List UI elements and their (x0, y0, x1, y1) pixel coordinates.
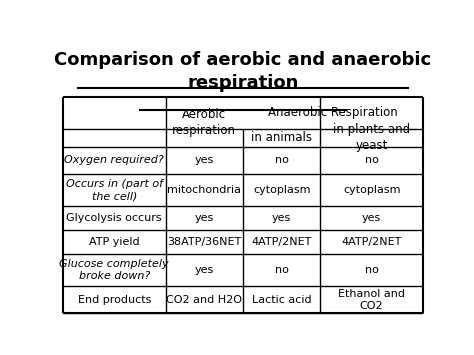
Text: yes: yes (272, 213, 291, 223)
Text: yes: yes (195, 265, 214, 275)
Text: Aerobic
respiration: Aerobic respiration (172, 108, 236, 137)
Text: yes: yes (195, 155, 214, 165)
Text: End products: End products (78, 295, 151, 305)
Text: Comparison of aerobic and anaerobic: Comparison of aerobic and anaerobic (55, 51, 431, 69)
Text: Glucose completely
broke down?: Glucose completely broke down? (59, 259, 169, 281)
Text: no: no (275, 155, 289, 165)
Text: cytoplasm: cytoplasm (253, 185, 310, 195)
Text: Lactic acid: Lactic acid (252, 295, 311, 305)
Text: no: no (275, 265, 289, 275)
Text: 4ATP/2NET: 4ATP/2NET (341, 237, 402, 247)
Text: no: no (365, 265, 379, 275)
Text: 38ATP/36NET: 38ATP/36NET (167, 237, 241, 247)
Text: yes: yes (195, 213, 214, 223)
Text: in plants and
yeast: in plants and yeast (333, 123, 410, 152)
Text: Anaerobic Respiration: Anaerobic Respiration (268, 106, 398, 119)
Text: Ethanol and
CO2: Ethanol and CO2 (338, 289, 405, 311)
Text: mitochondria: mitochondria (167, 185, 241, 195)
Text: Occurs in (part of
the cell): Occurs in (part of the cell) (66, 179, 163, 201)
Text: Oxygen required?: Oxygen required? (64, 155, 164, 165)
Text: ATP yield: ATP yield (89, 237, 139, 247)
Text: no: no (365, 155, 379, 165)
Text: cytoplasm: cytoplasm (343, 185, 401, 195)
Text: yes: yes (362, 213, 381, 223)
Text: 4ATP/2NET: 4ATP/2NET (251, 237, 312, 247)
Text: in animals: in animals (251, 131, 312, 144)
Text: CO2 and H2O: CO2 and H2O (166, 295, 242, 305)
Text: respiration: respiration (187, 74, 299, 92)
Text: Glycolysis occurs: Glycolysis occurs (66, 213, 162, 223)
